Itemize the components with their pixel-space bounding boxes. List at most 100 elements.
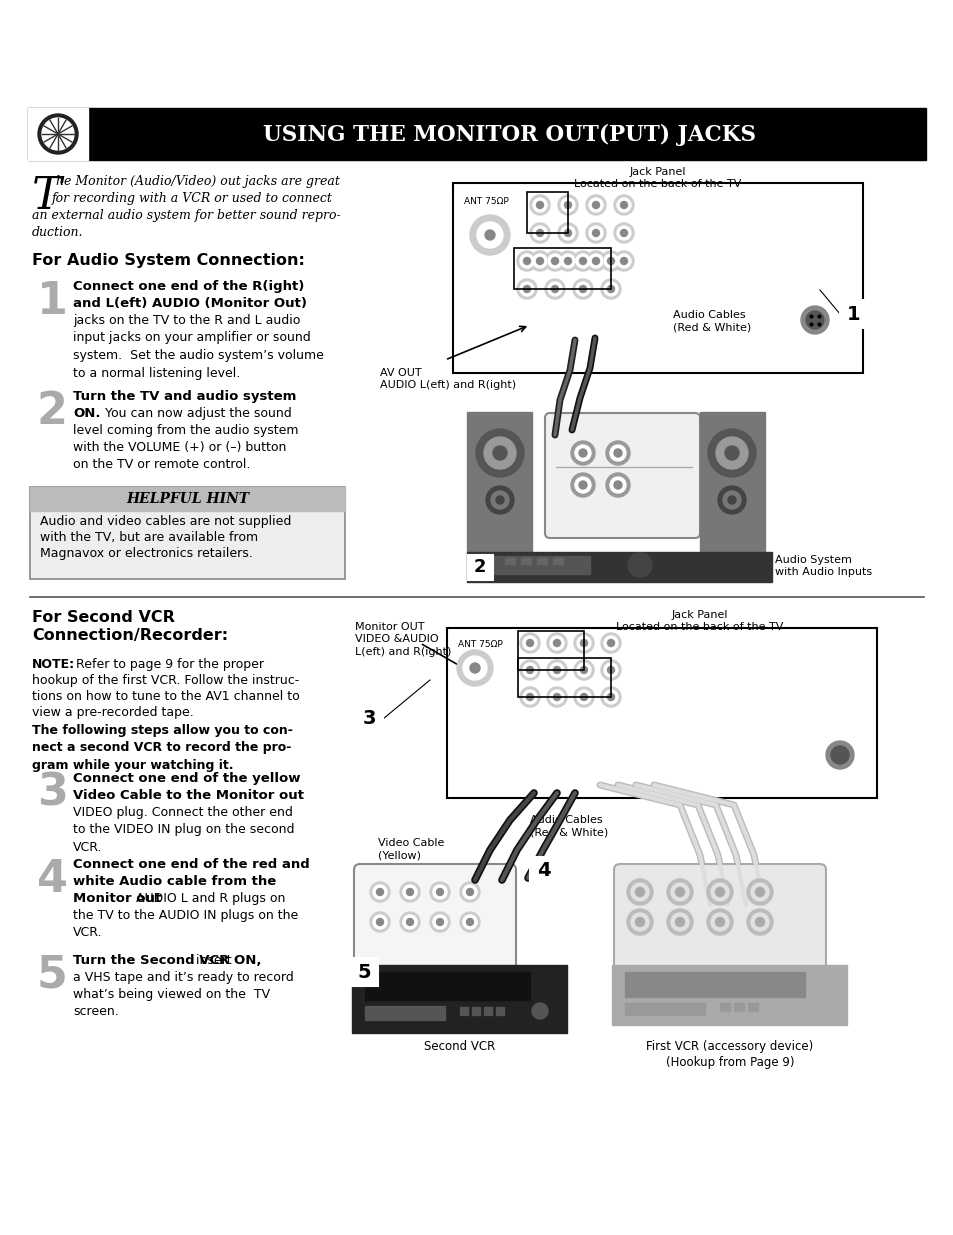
Circle shape: [722, 492, 740, 509]
Circle shape: [574, 687, 594, 706]
Circle shape: [485, 487, 514, 514]
Bar: [526, 191, 567, 233]
Bar: [733, 1003, 743, 1011]
Text: screen.: screen.: [73, 1005, 118, 1018]
Circle shape: [607, 258, 614, 264]
Circle shape: [370, 911, 390, 932]
Circle shape: [373, 915, 387, 929]
Text: Video Cable
(Yellow): Video Cable (Yellow): [377, 839, 444, 861]
Circle shape: [626, 909, 652, 935]
Bar: [490, 556, 589, 574]
Circle shape: [600, 279, 620, 299]
Circle shape: [710, 913, 728, 931]
Circle shape: [576, 282, 589, 296]
Circle shape: [585, 251, 605, 270]
Circle shape: [560, 226, 575, 240]
Bar: [624, 972, 804, 997]
Circle shape: [578, 480, 586, 489]
Circle shape: [536, 201, 543, 209]
Text: level coming from the audio system: level coming from the audio system: [73, 424, 298, 437]
Circle shape: [523, 258, 530, 264]
Circle shape: [592, 230, 598, 236]
Circle shape: [564, 230, 571, 236]
Text: First VCR (accessory device)
(Hookup from Page 9): First VCR (accessory device) (Hookup fro…: [646, 1040, 813, 1070]
Circle shape: [436, 919, 443, 925]
Circle shape: [718, 487, 745, 514]
Circle shape: [456, 650, 493, 685]
Circle shape: [592, 258, 598, 264]
Circle shape: [614, 450, 621, 457]
Circle shape: [607, 640, 614, 646]
Circle shape: [588, 226, 602, 240]
Circle shape: [476, 429, 523, 477]
Bar: [747, 1003, 758, 1011]
Circle shape: [546, 687, 566, 706]
Circle shape: [551, 285, 558, 293]
Text: for recording with a VCR or used to connect: for recording with a VCR or used to conn…: [52, 191, 333, 205]
Text: and L(eft) AUDIO (Monitor Out): and L(eft) AUDIO (Monitor Out): [73, 296, 307, 310]
Circle shape: [626, 879, 652, 905]
Circle shape: [402, 915, 416, 929]
Circle shape: [550, 663, 563, 677]
Bar: [553, 558, 562, 564]
Circle shape: [466, 919, 473, 925]
Circle shape: [706, 909, 732, 935]
Circle shape: [607, 694, 614, 700]
Text: You can now adjust the sound: You can now adjust the sound: [101, 408, 292, 420]
Text: an external audio system for better sound repro-: an external audio system for better soun…: [32, 209, 340, 222]
Circle shape: [522, 690, 537, 704]
Bar: [624, 1003, 704, 1015]
Circle shape: [564, 201, 571, 209]
Circle shape: [459, 882, 479, 902]
Text: with the TV, but are available from: with the TV, but are available from: [40, 531, 258, 543]
Circle shape: [430, 882, 450, 902]
Circle shape: [600, 634, 620, 653]
Text: AV OUT
AUDIO L(eft) and R(ight): AV OUT AUDIO L(eft) and R(ight): [379, 368, 516, 390]
Circle shape: [825, 741, 853, 769]
Text: 3: 3: [36, 772, 68, 815]
Circle shape: [533, 254, 546, 268]
Circle shape: [550, 690, 563, 704]
Bar: [517, 658, 610, 697]
Text: Connection/Recorder:: Connection/Recorder:: [32, 629, 228, 643]
Text: ANT 75ΩΡ: ANT 75ΩΡ: [457, 640, 502, 650]
Circle shape: [533, 226, 546, 240]
Circle shape: [546, 659, 566, 680]
Text: For Audio System Connection:: For Audio System Connection:: [32, 253, 305, 268]
Text: Monitor out: Monitor out: [73, 892, 161, 905]
Circle shape: [578, 450, 586, 457]
Circle shape: [436, 888, 443, 895]
Bar: [30, 487, 345, 511]
Circle shape: [517, 279, 537, 299]
Circle shape: [746, 909, 772, 935]
Circle shape: [536, 230, 543, 236]
Bar: [447, 629, 876, 798]
Circle shape: [609, 477, 625, 493]
Bar: [28, 107, 88, 161]
Text: The following steps allow you to con-
nect a second VCR to record the pro-
gram : The following steps allow you to con- ne…: [32, 724, 293, 772]
Circle shape: [530, 224, 550, 243]
FancyBboxPatch shape: [544, 412, 700, 538]
Circle shape: [522, 636, 537, 650]
Circle shape: [801, 306, 828, 333]
Circle shape: [575, 477, 590, 493]
Circle shape: [607, 285, 614, 293]
Circle shape: [750, 883, 768, 902]
Text: VCR.: VCR.: [73, 926, 102, 939]
Circle shape: [519, 282, 534, 296]
Circle shape: [630, 883, 648, 902]
Circle shape: [496, 496, 503, 504]
Text: what’s being viewed on the  TV: what’s being viewed on the TV: [73, 988, 270, 1002]
Text: tions on how to tune to the AV1 channel to: tions on how to tune to the AV1 channel …: [32, 690, 299, 703]
Text: with the VOLUME (+) or (–) button: with the VOLUME (+) or (–) button: [73, 441, 286, 454]
Text: duction.: duction.: [32, 226, 84, 240]
Circle shape: [522, 663, 537, 677]
Circle shape: [675, 918, 684, 926]
Circle shape: [42, 119, 74, 149]
Circle shape: [558, 224, 578, 243]
Circle shape: [630, 913, 648, 931]
Circle shape: [553, 667, 560, 673]
Circle shape: [571, 473, 595, 496]
Circle shape: [433, 885, 447, 899]
Circle shape: [577, 690, 590, 704]
